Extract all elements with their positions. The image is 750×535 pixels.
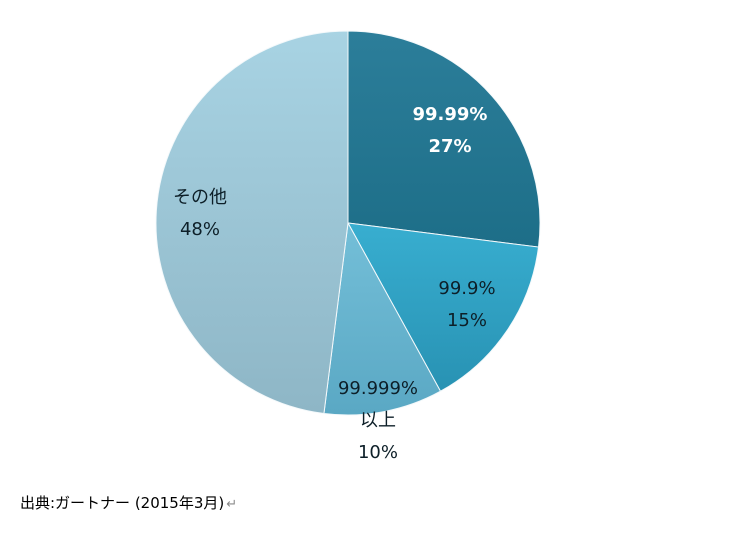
- pie-slice-2: [347, 222, 540, 392]
- pie-labels: 99.99% 27% 99.9% 15% 99.999% 以上 10% その他 48%: [173, 104, 496, 463]
- paragraph-return-icon: ↵: [226, 497, 238, 512]
- slice-3-percent-label: 10%: [358, 442, 398, 463]
- source-text: 出典:ガートナー (2015年3月): [20, 494, 225, 512]
- pie-slice-4: [155, 30, 349, 415]
- slice-4-percent-label: 48%: [180, 219, 220, 240]
- slice-1-percent-label: 27%: [428, 136, 471, 157]
- slice-2-percent-label: 15%: [447, 310, 487, 331]
- slice-1-category-label: 99.99%: [413, 104, 488, 125]
- pie-slice-1: [347, 30, 541, 248]
- pie-slices: [155, 30, 541, 416]
- slice-4-category-label: その他: [173, 187, 227, 208]
- pie-slice-3: [323, 221, 442, 416]
- slice-3-category-label: 以上: [360, 410, 396, 431]
- slice-3-category-label: 99.999%: [338, 378, 418, 399]
- source-note: 出典:ガートナー (2015年3月) ↵: [20, 492, 237, 513]
- slice-2-category-label: 99.9%: [438, 278, 495, 299]
